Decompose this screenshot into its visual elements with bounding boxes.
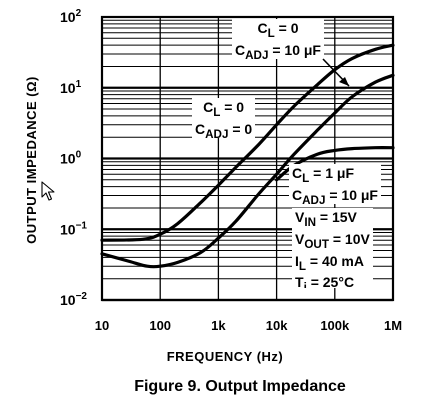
x-tick-label: 1M — [384, 318, 402, 333]
x-tick-label: 100 — [149, 318, 171, 333]
annotation-low-text: CL = 1 μF CADJ = 10 μF — [289, 164, 381, 204]
x-tick-label: 10 — [95, 318, 109, 333]
y-tick-label: 102 — [60, 8, 82, 25]
y-tick-label: 10−1 — [60, 220, 87, 237]
y-tick-label: 10−2 — [60, 291, 87, 308]
plot-frame — [100, 15, 395, 302]
annotation-top-arrowhead — [339, 77, 349, 86]
y-axis-label: OUTPUT IMPEDANCE (Ω) — [24, 76, 39, 244]
annotation-conditions-text: VIN = 15V VOUT = 10V IL = 40 mA Tj = 25°C — [292, 208, 373, 288]
x-axis-label: FREQUENCY (Hz) — [167, 349, 284, 364]
x-tick-label: 1k — [211, 318, 226, 333]
series-2-line — [100, 43, 395, 242]
x-tick-label: 10k — [266, 318, 288, 333]
x-tick-label: 100k — [320, 318, 350, 333]
tick-labels: 10 100 1k 10k 100k 1M 102 101 100 10−1 10−2 — [60, 8, 402, 333]
figure-caption: Figure 9. Output Impedance — [134, 378, 346, 395]
mouse-cursor-icon — [41, 181, 55, 201]
y-tick-label: 100 — [60, 150, 82, 167]
series-1-line — [100, 73, 395, 269]
annotation-middle-text: CL = 0 CADJ = 0 — [192, 98, 256, 138]
y-tick-label: 101 — [60, 79, 82, 96]
annotation-top-text: CL = 0 CADJ = 10 μF — [232, 19, 324, 59]
